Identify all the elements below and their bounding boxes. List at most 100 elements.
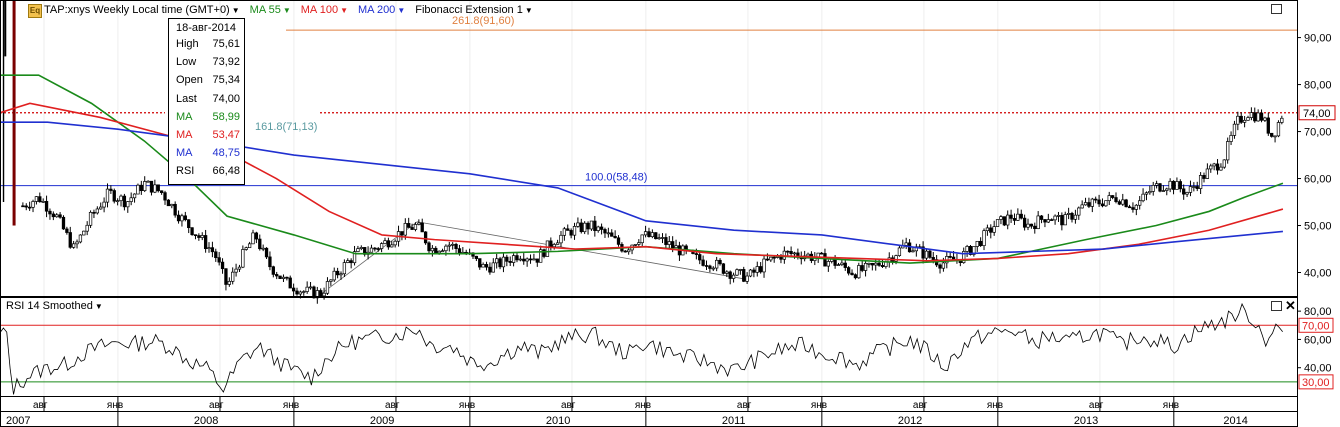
info-value: 58,99 — [212, 110, 240, 123]
candle-body — [1046, 219, 1050, 223]
candle-body — [1073, 214, 1078, 220]
candle-body — [210, 247, 215, 253]
candle-body — [1276, 122, 1281, 137]
candle-body — [156, 184, 160, 192]
candle-body — [1232, 123, 1237, 136]
candle-body — [704, 265, 709, 267]
fibonacci-legend[interactable]: Fibonacci Extension 1 ▼ — [415, 4, 533, 16]
candle-body — [302, 291, 306, 293]
candle-body — [136, 184, 140, 195]
candle-body — [559, 234, 563, 244]
candle-body — [349, 260, 353, 264]
candle-body — [95, 208, 99, 214]
info-value: 74,00 — [212, 92, 240, 105]
chart-header: TAP:xnys Weekly Local time (GMT+0) ▼ MA 5… — [44, 3, 533, 17]
candle-body — [308, 286, 313, 289]
candle-body — [968, 246, 973, 255]
candle-body — [995, 219, 1000, 227]
candle-body — [535, 258, 539, 263]
gridlines — [43, 0, 1175, 396]
candle-body — [931, 257, 935, 260]
y-tick-label: 60,00 — [1304, 174, 1332, 186]
candle-body — [1263, 117, 1267, 121]
maximize-icon[interactable] — [1271, 4, 1282, 14]
close-icon[interactable]: ✕ — [1285, 298, 1296, 313]
candle-body — [356, 248, 360, 252]
candle-body — [637, 242, 641, 245]
x-month-label: янв — [107, 400, 123, 411]
candle-body — [1158, 183, 1162, 192]
candle-body — [170, 203, 174, 207]
candle-body — [1168, 180, 1172, 190]
candle-body — [1053, 215, 1057, 221]
candle-body — [420, 222, 424, 233]
candle-body — [227, 280, 231, 285]
last-price-marker — [1298, 105, 1336, 121]
candle-body — [586, 222, 590, 230]
candle-body — [1256, 112, 1260, 122]
candle-body — [667, 241, 671, 245]
x-year-label: 2013 — [1074, 415, 1098, 427]
candle-body — [718, 259, 722, 265]
candle-body — [1215, 163, 1220, 171]
candle-body — [647, 231, 651, 238]
candle-body — [525, 258, 529, 262]
info-label: MA — [176, 128, 193, 141]
candle-body — [1016, 213, 1020, 221]
x-month-label: янв — [635, 400, 651, 411]
x-month-label: янв — [283, 400, 299, 411]
candle-body — [132, 193, 137, 199]
x-month-label: янв — [459, 400, 475, 411]
candle-body — [1236, 115, 1240, 125]
candle-body — [275, 274, 279, 277]
y-tick-label: 80,00 — [1304, 80, 1332, 92]
chart-logo-icon[interactable]: Eq — [28, 4, 42, 18]
maximize-rsi-icon[interactable] — [1271, 301, 1282, 311]
candle-body — [105, 188, 110, 203]
candle-body — [528, 258, 533, 261]
candle-body — [149, 180, 154, 193]
candle-body — [948, 256, 952, 258]
ma100-legend[interactable]: MA 100 ▼ — [300, 4, 348, 16]
candle-body — [880, 265, 885, 267]
rsi-header[interactable]: RSI 14 Smoothed ▼ — [6, 300, 103, 312]
candle-body — [731, 274, 736, 279]
candle-body — [921, 246, 925, 259]
info-label: Low — [176, 56, 197, 69]
ma200-legend[interactable]: MA 200 ▼ — [358, 4, 406, 16]
info-row: MA 53,47 — [169, 126, 244, 144]
candle-body — [897, 247, 902, 256]
candle-body — [244, 247, 248, 250]
candle-body — [874, 262, 878, 266]
candlestick-series — [2, 0, 1284, 304]
candle-body — [992, 226, 996, 233]
candle-body — [576, 222, 580, 227]
candle-body — [715, 259, 719, 269]
candle-body — [322, 292, 326, 297]
x-month-label: авг — [913, 400, 928, 411]
symbol-selector[interactable]: TAP:xnys Weekly Local time (GMT+0) ▼ — [44, 4, 240, 16]
candle-body — [214, 251, 218, 258]
axes: 40,00 50,00 60,00 70,00 80,00 90,00 74,00 40,00… — [6, 33, 1336, 427]
candle-body — [41, 201, 45, 203]
candle-body — [1033, 225, 1037, 230]
candle-body — [846, 267, 851, 274]
candle-body — [1144, 192, 1149, 195]
candle-body — [1185, 192, 1189, 195]
candle-body — [596, 226, 600, 231]
info-value: 53,47 — [212, 128, 240, 141]
candle-body — [31, 201, 35, 208]
candle-body — [962, 251, 966, 263]
candle-body — [721, 263, 726, 274]
candle-body — [508, 260, 512, 263]
candle-body — [870, 262, 874, 266]
info-label: RSI — [176, 165, 195, 178]
candle-body — [1171, 180, 1176, 190]
candle-body — [305, 286, 309, 292]
candle-body — [457, 248, 462, 254]
candle-body — [498, 258, 502, 268]
ma55-legend[interactable]: MA 55 ▼ — [249, 4, 291, 16]
candle-body — [904, 242, 908, 246]
rsi-series — [0, 302, 1297, 395]
candle-body — [982, 230, 986, 247]
